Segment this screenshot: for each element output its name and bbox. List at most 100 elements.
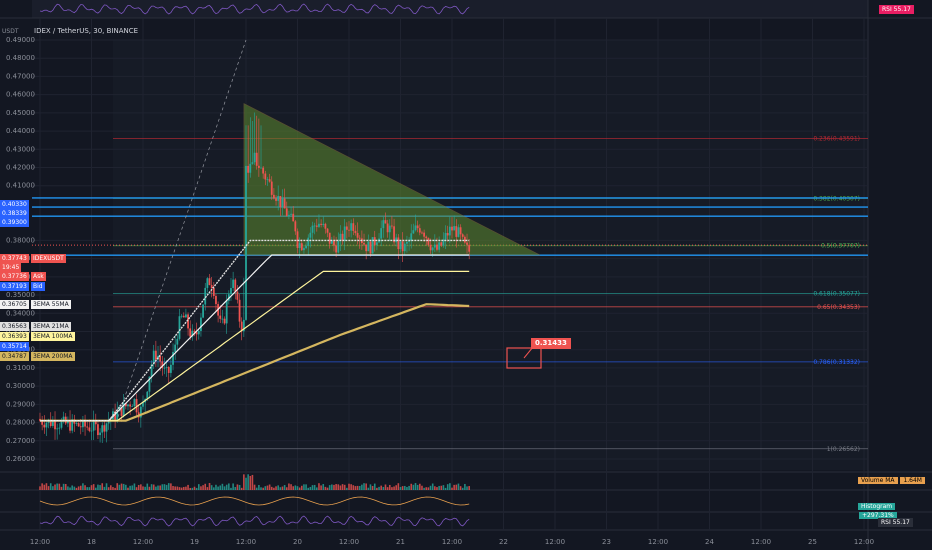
price-tick-label: 0.34000 xyxy=(6,309,35,317)
volume-bar xyxy=(451,487,453,490)
volume-bar xyxy=(234,487,237,490)
volume-bar xyxy=(219,485,222,490)
volume-bar xyxy=(434,486,436,490)
left-price-label: 0.39300 xyxy=(0,218,29,227)
top-rsi-panel xyxy=(32,0,868,18)
volume-bar xyxy=(373,483,376,490)
candle-body xyxy=(442,239,445,246)
candle-body xyxy=(172,351,174,365)
volume-bar xyxy=(393,486,395,490)
candle-body xyxy=(191,330,194,337)
candle-body xyxy=(150,364,153,377)
volume-bar xyxy=(333,484,335,490)
time-tick-label: 12:00 xyxy=(236,538,256,546)
candle-body xyxy=(185,314,187,318)
candle-body xyxy=(99,432,101,436)
volume-bar xyxy=(309,486,312,490)
volume-bar xyxy=(182,486,185,490)
candle-body xyxy=(388,225,391,233)
candle-body xyxy=(384,220,387,224)
volume-bar xyxy=(73,486,76,490)
candle-body xyxy=(193,330,196,333)
volume-bar xyxy=(311,485,314,490)
volume-bar xyxy=(358,485,361,490)
volume-bar xyxy=(303,484,305,490)
volume-bar xyxy=(290,484,292,490)
volume-bar xyxy=(453,484,455,490)
candle-body xyxy=(221,318,224,320)
candle-body xyxy=(114,411,117,421)
candle-body xyxy=(451,226,453,231)
candle-body xyxy=(161,361,164,369)
volume-bar xyxy=(255,487,258,490)
volume-bar xyxy=(468,486,470,490)
candle-body xyxy=(421,232,423,234)
volume-bar xyxy=(49,483,52,490)
left-price-label: 0.37736 xyxy=(0,272,29,281)
volume-bar xyxy=(378,486,380,490)
fib-label: 0.786(0.31332) xyxy=(813,359,860,366)
volume-bar xyxy=(150,484,153,490)
volume-bar xyxy=(142,486,144,490)
candle-body xyxy=(212,288,215,297)
volume-bar xyxy=(202,485,204,490)
candle-body xyxy=(296,231,299,248)
candle-body xyxy=(414,225,417,231)
histogram-badge: Histogram +297.31% xyxy=(858,502,932,519)
volume-bar xyxy=(365,483,367,490)
volume-ma-badge: Volume MA 1.64M xyxy=(858,476,925,485)
candle-body xyxy=(281,198,284,207)
candle-body xyxy=(356,233,359,238)
candle-body xyxy=(139,406,142,418)
candle-body xyxy=(311,225,314,233)
volume-bar xyxy=(425,487,428,490)
candle-body xyxy=(232,279,235,289)
volume-bar xyxy=(41,483,43,490)
candle-body xyxy=(272,194,275,199)
time-tick-label: 21 xyxy=(396,538,405,546)
volume-bar xyxy=(204,483,207,490)
volume-bar xyxy=(335,484,337,490)
candle-body xyxy=(195,332,198,335)
volume-bar xyxy=(230,487,232,490)
candle-body xyxy=(466,242,468,245)
time-tick-label: 24 xyxy=(705,538,714,546)
time-tick-label: 25 xyxy=(808,538,817,546)
candle-body xyxy=(45,422,48,428)
volume-bar xyxy=(382,486,385,490)
candle-body xyxy=(264,173,267,180)
candle-body xyxy=(337,240,340,253)
candle-body xyxy=(322,223,325,225)
candle-body xyxy=(260,167,262,169)
candle-body xyxy=(131,405,134,407)
candle-body xyxy=(165,366,168,368)
ema-21-line xyxy=(40,239,470,422)
candle-body xyxy=(62,416,65,421)
left-series-tag: 3EMA 100MA xyxy=(31,332,75,341)
candle-body xyxy=(60,420,63,428)
candle-body xyxy=(468,244,471,252)
candle-body xyxy=(444,232,447,240)
candle-body xyxy=(391,225,393,227)
volume-bar xyxy=(266,485,269,490)
candle-body xyxy=(58,427,61,429)
candle-body xyxy=(446,232,449,236)
volume-bar xyxy=(455,484,458,490)
candle-body xyxy=(380,228,383,239)
fib-label: 0.618(0.35077) xyxy=(813,291,860,298)
volume-bar xyxy=(442,485,445,490)
left-price-label: 0.37193 xyxy=(0,282,29,291)
fib-label: 1(0.26562) xyxy=(827,446,860,453)
left-price-label: 0.36393 xyxy=(0,332,29,341)
candle-body xyxy=(135,399,138,413)
candle-body xyxy=(341,233,344,241)
volume-bar xyxy=(86,487,89,490)
candle-body xyxy=(395,237,398,243)
candle-body xyxy=(283,198,286,209)
volume-bar xyxy=(294,485,297,490)
candle-body xyxy=(120,406,123,416)
volume-bar xyxy=(348,483,350,490)
volume-bar xyxy=(116,483,119,490)
volume-bar xyxy=(277,485,279,490)
